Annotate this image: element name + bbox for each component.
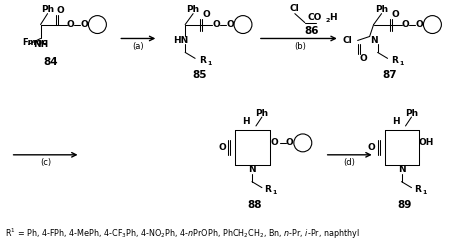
Text: R: R — [391, 56, 398, 65]
Text: N: N — [248, 165, 256, 174]
Text: O: O — [270, 138, 278, 147]
Text: (c): (c) — [40, 158, 51, 167]
Text: NH: NH — [33, 40, 48, 49]
Text: 1: 1 — [273, 190, 277, 195]
Text: O: O — [226, 20, 234, 29]
Text: 88: 88 — [248, 200, 262, 210]
Text: Ph: Ph — [187, 5, 200, 14]
Text: 84: 84 — [43, 57, 58, 67]
Text: 89: 89 — [397, 200, 412, 210]
Text: H: H — [329, 13, 337, 22]
Text: (b): (b) — [294, 42, 306, 51]
Text: (a): (a) — [132, 42, 144, 51]
Text: CO: CO — [308, 13, 322, 22]
Text: (d): (d) — [344, 158, 356, 167]
Text: O: O — [360, 54, 367, 63]
Text: Cl: Cl — [343, 36, 353, 45]
Text: O: O — [218, 143, 226, 152]
Text: Ph: Ph — [405, 109, 418, 118]
Text: O: O — [286, 138, 294, 147]
Text: Fmoc: Fmoc — [23, 38, 47, 47]
Text: Ph: Ph — [255, 109, 268, 118]
Text: O: O — [401, 20, 410, 29]
Text: 85: 85 — [193, 70, 207, 80]
Text: 1: 1 — [207, 61, 211, 66]
Text: N: N — [370, 36, 377, 45]
Text: Ph: Ph — [41, 5, 54, 14]
Text: Cl: Cl — [290, 4, 300, 13]
Text: O: O — [212, 20, 220, 29]
Text: 1: 1 — [399, 61, 404, 66]
Text: 1: 1 — [422, 190, 427, 195]
Text: O: O — [67, 20, 74, 29]
Text: O: O — [368, 143, 375, 152]
Text: R: R — [414, 185, 421, 194]
Text: 87: 87 — [382, 70, 397, 80]
Text: OH: OH — [419, 138, 434, 147]
Text: 86: 86 — [304, 26, 319, 36]
Text: HN: HN — [173, 36, 189, 45]
Text: O: O — [202, 10, 210, 19]
Text: N: N — [398, 165, 405, 174]
Text: O: O — [392, 10, 400, 19]
Text: Ph: Ph — [375, 5, 388, 14]
Text: 2: 2 — [326, 18, 330, 23]
Text: O: O — [416, 20, 423, 29]
Text: R: R — [264, 185, 271, 194]
Text: H: H — [242, 118, 250, 126]
Text: O: O — [81, 20, 88, 29]
Text: H: H — [392, 118, 400, 126]
Text: R$^1$ = Ph, 4-FPh, 4-MePh, 4-CF$_3$Ph, 4-NO$_2$Ph, 4-$n$PrOPh, PhCH$_2$CH$_2$, B: R$^1$ = Ph, 4-FPh, 4-MePh, 4-CF$_3$Ph, 4… — [5, 226, 360, 241]
Text: O: O — [57, 6, 64, 15]
Text: R: R — [199, 56, 206, 65]
